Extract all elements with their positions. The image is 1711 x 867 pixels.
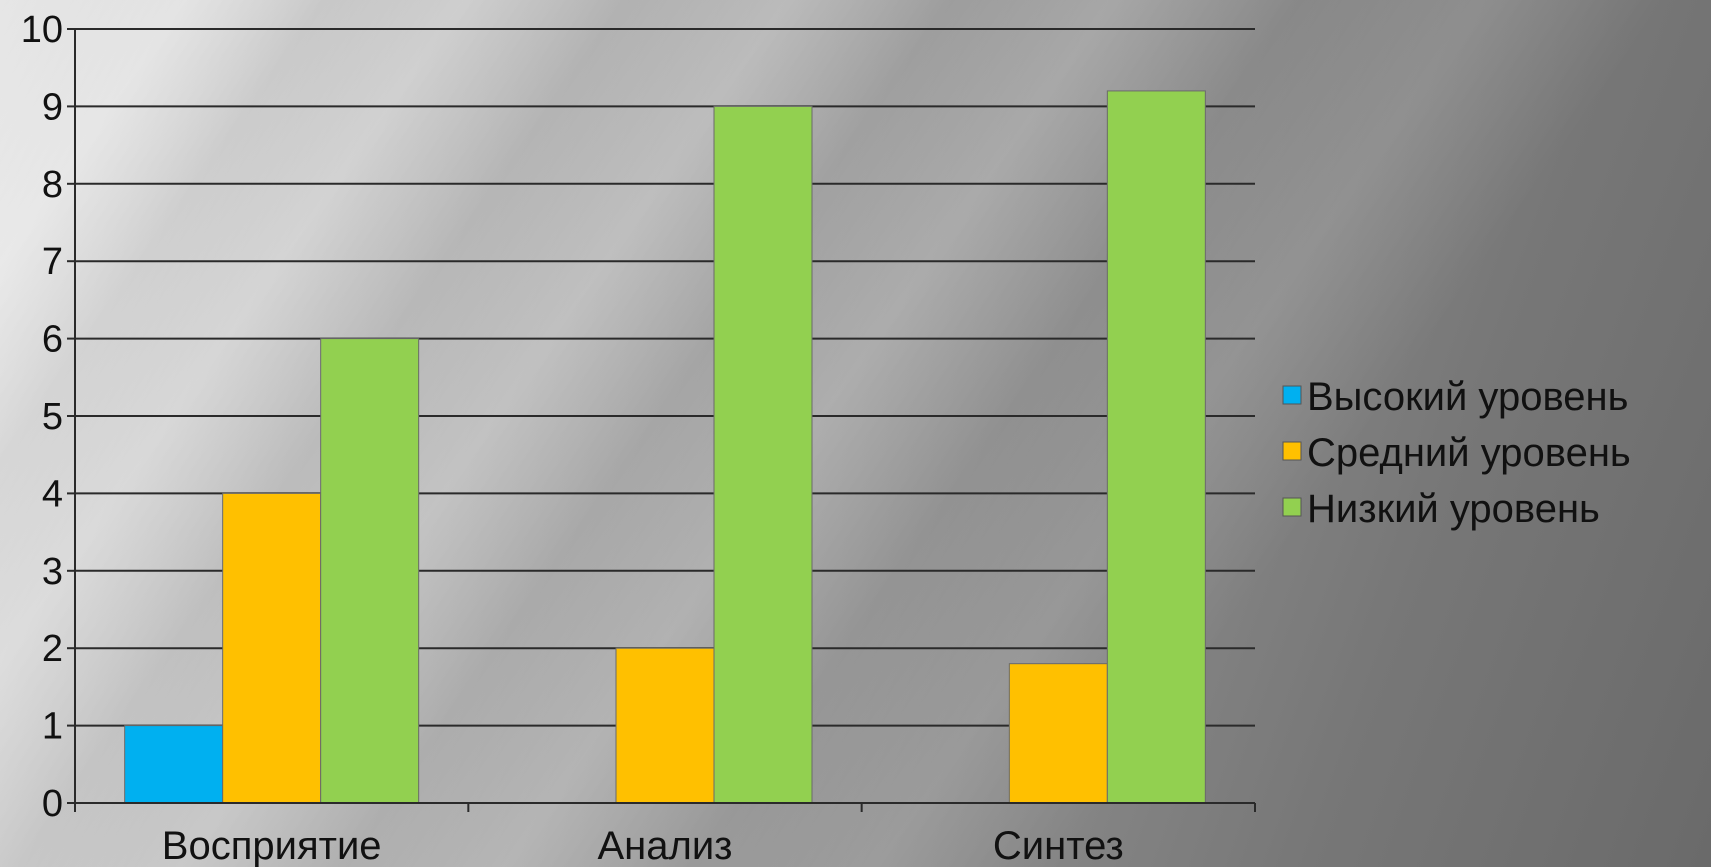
bar-1-1 (124, 725, 224, 804)
y-tick-labels: 0 1 2 3 4 5 6 7 8 9 10 (21, 9, 63, 825)
legend-swatch (1282, 441, 1302, 461)
x-category-labels: Восприятие Анализ Синтез (162, 824, 1124, 867)
legend: Высокий уровень Средний уровень Низкий уро… (1282, 375, 1631, 531)
y-tick-label: 10 (21, 9, 63, 51)
y-tick-label: 0 (42, 783, 63, 825)
x-category-label: Анализ (597, 824, 732, 867)
bar-2-1 (222, 492, 322, 804)
x-category-label: Синтез (993, 824, 1124, 867)
bar-3-3 (1106, 90, 1206, 804)
y-tick-label: 1 (42, 706, 63, 748)
legend-swatch (1282, 385, 1302, 405)
bars (124, 90, 1206, 804)
y-tick-label: 5 (42, 396, 63, 438)
legend-label: Высокий уровень (1307, 375, 1628, 419)
y-tick-label: 6 (42, 319, 63, 361)
legend-swatch (1282, 497, 1302, 517)
legend-label: Низкий уровень (1307, 487, 1600, 531)
bar-2-3 (1008, 663, 1108, 804)
legend-label: Средний уровень (1307, 431, 1631, 475)
bar-3-2 (713, 105, 813, 804)
x-category-label: Восприятие (162, 824, 382, 867)
y-tick-label: 8 (42, 164, 63, 206)
axes (74, 29, 1256, 812)
y-tick-label: 4 (42, 473, 63, 515)
y-tick-label: 9 (42, 86, 63, 128)
y-tick-label: 7 (42, 241, 63, 283)
y-tick-label: 3 (42, 551, 63, 593)
bar-2-2 (615, 647, 715, 804)
y-tick-label: 2 (42, 628, 63, 670)
bar-3-1 (320, 338, 420, 804)
